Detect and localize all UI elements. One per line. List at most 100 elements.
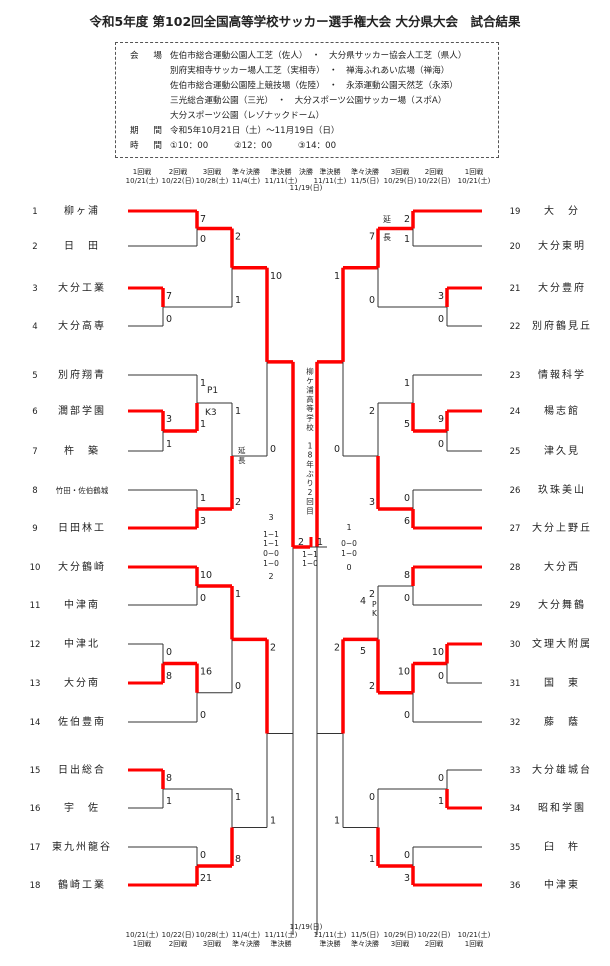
score: 1: [404, 234, 410, 245]
team-name: 大分豊府: [538, 281, 586, 294]
team-number: 32: [510, 718, 521, 728]
team-number: 8: [32, 486, 37, 496]
champion-note-char: 高: [306, 394, 314, 404]
score: 1: [438, 796, 444, 807]
round-date: 10/21(土): [126, 930, 159, 939]
score: 1: [166, 796, 172, 807]
round-label: 2回戦: [169, 939, 187, 948]
team-name: 中津南: [64, 598, 100, 611]
score: 3: [369, 497, 375, 508]
score: 2: [369, 406, 375, 417]
round-label: 準々決勝: [351, 167, 379, 176]
round-label: 3回戦: [391, 167, 409, 176]
team-number: 19: [510, 207, 521, 217]
team-name: 鶴崎工業: [58, 878, 106, 891]
round-date: 10/21(土): [458, 930, 491, 939]
round-date: 10/22(日): [162, 931, 195, 939]
team-number: 23: [510, 371, 521, 381]
team-number: 27: [510, 524, 521, 534]
team-number: 3: [32, 284, 37, 294]
score: 9: [438, 414, 444, 425]
time-label: 時 間: [130, 141, 168, 151]
champion-note-char: 学: [306, 413, 314, 423]
score: 1: [334, 271, 340, 282]
team-name: 大 分: [544, 204, 580, 217]
team-number: 16: [30, 804, 41, 814]
semifinal-halves: 0−0: [341, 539, 357, 548]
team-name: 中津北: [64, 637, 100, 650]
pk-score: 5: [360, 646, 366, 657]
score: 1: [235, 406, 241, 417]
round-label: 準決勝: [271, 167, 292, 176]
score: 0: [369, 792, 375, 803]
venue-line: 別府実相寺サッカー場人工芝（実相寺） ・ 禅海ふれあい広場（禅海）: [170, 66, 450, 76]
period-value: 令和5年10月21日（土）～11月19日（日）: [170, 126, 340, 136]
score: 0: [369, 295, 375, 306]
team-name: 文理大附属: [532, 637, 592, 650]
score: 2: [369, 589, 375, 600]
semifinal-score: 3: [268, 513, 273, 522]
round-date: 10/22(日): [418, 177, 451, 185]
extra-time-note: 延: [383, 214, 391, 224]
round-date: 10/22(日): [162, 177, 195, 185]
score: 3: [438, 291, 444, 302]
score: 0: [438, 439, 444, 450]
round-label: 決勝: [299, 167, 313, 176]
team-name: 大分東明: [538, 239, 586, 252]
team-name: 大分南: [64, 676, 100, 689]
team-number: 34: [510, 804, 521, 814]
team-number: 2: [32, 242, 37, 252]
team-name: 東九州龍谷: [52, 840, 112, 853]
team-number: 9: [32, 524, 37, 534]
round-date: 11/5(日): [351, 931, 379, 939]
score: 7: [200, 214, 206, 225]
venue-line: 大分スポーツ公園（レゾナックドーム）: [170, 111, 325, 121]
team-name: 濶部学園: [58, 404, 106, 417]
semifinal-halves: 1−1: [263, 530, 279, 539]
round-label: 2回戦: [169, 167, 187, 176]
team-name: 大分鶴崎: [58, 560, 106, 573]
semifinal-score: 2: [268, 572, 273, 581]
semifinal-halves: 1−0: [263, 559, 279, 568]
team-name: 別府鶴見丘: [532, 319, 592, 332]
extra-time-note: 長: [383, 233, 391, 242]
team-number: 11: [30, 601, 41, 611]
venue-line: 佐伯市総合運動公園陸上競技場（佐陸） ・ 永添運動公園天然芝（永添）: [170, 81, 458, 91]
score: 0: [200, 593, 206, 604]
team-name: 大分舞鶴: [538, 598, 586, 611]
pk-score: 4: [360, 596, 366, 607]
team-number: 14: [30, 718, 41, 728]
score: 0: [166, 647, 172, 658]
team-number: 30: [510, 640, 521, 650]
team-number: 35: [510, 843, 521, 853]
champion-note-char: 柳: [306, 366, 314, 376]
score: 10: [200, 570, 212, 581]
team-number: 25: [510, 447, 521, 457]
round-label: 1回戦: [465, 939, 483, 948]
team-number: 21: [510, 284, 521, 294]
team-name: 大分西: [544, 560, 580, 573]
score: 0: [334, 444, 340, 455]
team-name: 大分工業: [58, 281, 106, 294]
round-label: 2回戦: [425, 939, 443, 948]
score: 16: [200, 667, 212, 678]
team-name: 玖珠美山: [538, 483, 586, 496]
score: 1: [270, 816, 276, 827]
score: 10: [432, 647, 444, 658]
period-label: 期 間: [130, 126, 168, 136]
score: 0: [438, 314, 444, 325]
score: 0: [404, 593, 410, 604]
score: 21: [200, 873, 212, 884]
score: 8: [166, 773, 172, 784]
score: 1: [235, 589, 241, 600]
team-number: 20: [510, 242, 521, 252]
extra-time-note: 長: [238, 456, 246, 465]
semifinal-score: 0: [346, 563, 351, 572]
score: 7: [166, 291, 172, 302]
score: 1: [235, 792, 241, 803]
time-value: ①10：00 ②12：00 ③14：00: [170, 141, 337, 151]
team-name: 大分高専: [58, 319, 106, 332]
team-name: 藤 蔭: [544, 716, 580, 728]
final-halves: 1−1: [302, 550, 318, 559]
score: 1: [404, 378, 410, 389]
